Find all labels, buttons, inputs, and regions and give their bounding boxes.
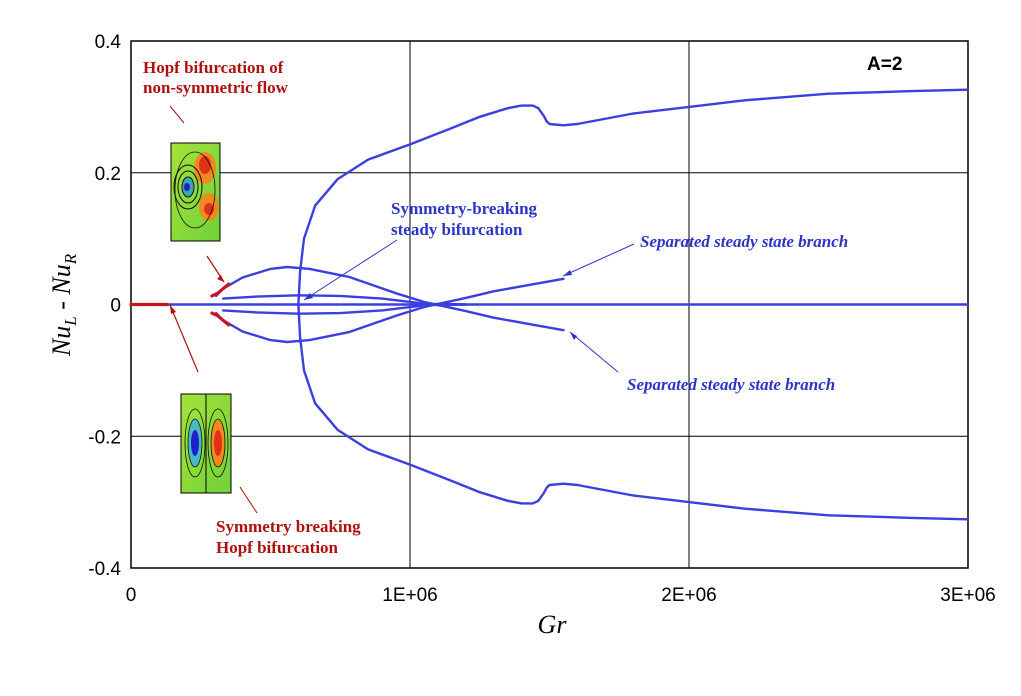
annotation-symmetry-breaking-steady: Symmetry-breaking steady bifurcation — [303, 199, 538, 301]
y-tick-label: 0.2 — [95, 164, 121, 185]
x-tick-label: 0 — [126, 585, 137, 606]
annotation-hopf-nonsymmetric: Hopf bifurcation of non-symmetric flow — [143, 58, 289, 283]
y-label-sub-r: R — [61, 253, 80, 265]
inset-symmetric-flow — [180, 393, 232, 494]
series-line-7 — [297, 303, 970, 521]
data-series — [129, 88, 970, 521]
svg-text:Hopf bifurcation: Hopf bifurcation — [216, 538, 339, 557]
y-tick-labels: 0.4 0.2 0 -0.2 -0.4 — [88, 32, 121, 580]
y-tick-label: -0.2 — [88, 427, 121, 448]
x-tick-label: 3E+06 — [940, 585, 995, 606]
y-tick-label: 0.4 — [95, 32, 122, 53]
annotation-separated-lower: Separated steady state branch — [569, 331, 835, 394]
series-line-8 — [210, 282, 231, 298]
series-line-5 — [221, 302, 467, 315]
svg-text:non-symmetric flow: non-symmetric flow — [143, 78, 289, 97]
series-line-3 — [214, 277, 565, 344]
series-line-9 — [210, 311, 231, 327]
x-tick-label: 2E+06 — [661, 585, 716, 606]
y-axis-label: NuL - NuR — [47, 253, 80, 357]
svg-text:NuL - NuR: NuL - NuR — [47, 253, 80, 357]
svg-text:steady bifurcation: steady bifurcation — [391, 220, 523, 239]
annotation-symmetry-breaking-hopf: Symmetry breaking Hopf bifurcation — [169, 304, 361, 557]
svg-text:Separated steady state branch: Separated steady state branch — [640, 232, 848, 251]
svg-text:Hopf bifurcation of: Hopf bifurcation of — [143, 58, 284, 77]
y-tick-label: 0 — [110, 296, 121, 317]
x-axis-label: Gr — [538, 610, 568, 639]
inset-nonsymmetric-flow — [170, 142, 221, 242]
x-tick-label: 1E+06 — [382, 585, 437, 606]
x-tick-labels: 0 1E+06 2E+06 3E+06 — [126, 585, 996, 606]
y-tick-label: -0.4 — [88, 559, 121, 580]
aspect-ratio-label: A=2 — [867, 54, 902, 75]
annotation-separated-upper: Separated steady state branch — [562, 232, 848, 277]
svg-text:Separated steady state branch: Separated steady state branch — [627, 375, 835, 394]
series-line-2 — [214, 265, 565, 332]
y-label-sub-l: L — [61, 316, 80, 326]
svg-text:Symmetry breaking: Symmetry breaking — [216, 517, 361, 536]
y-label-nu-l: Nu — [47, 326, 76, 357]
y-label-nu-r: - Nu — [47, 264, 76, 316]
svg-text:Symmetry-breaking: Symmetry-breaking — [391, 199, 538, 218]
series-line-6 — [297, 88, 970, 306]
